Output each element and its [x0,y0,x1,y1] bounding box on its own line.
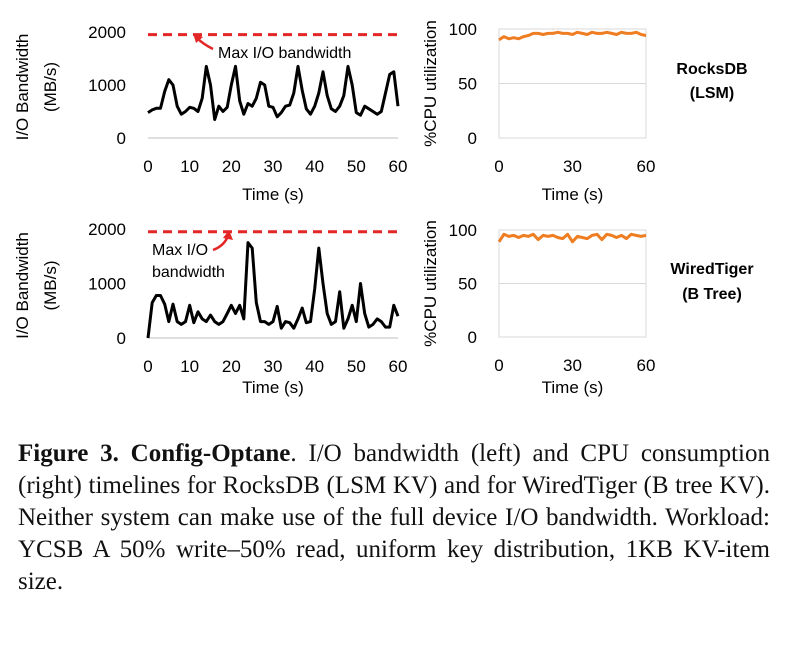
wiredtiger-cpu-chart: 0 50 100 0 30 60 Time (s) %CPU utilization [421,220,655,397]
y-axis-title-units: (MB/s) [41,260,60,310]
x-tick-label: 50 [347,157,366,176]
x-tick-label: 40 [305,357,324,376]
rocksdb-name-label: RocksDB [676,61,747,78]
x-axis-title: Time (s) [542,378,604,397]
x-tick-label: 30 [264,157,283,176]
max-bandwidth-annotation: Max I/O bandwidth [218,45,351,62]
y-tick-label: 50 [458,275,477,294]
x-tick-label: 20 [222,357,241,376]
wiredtiger-io-chart: 0 1000 2000 0 10 20 30 40 50 60 Time (s) I/O Bandwi… [13,220,407,397]
y-tick-label: 2000 [88,23,126,42]
y-tick-label: 0 [468,129,477,148]
plot-area-border [498,229,647,338]
x-tick-label: 20 [222,157,241,176]
y-axis-title: %CPU utilization [421,20,440,147]
y-axis-title: %CPU utilization [421,220,440,347]
x-tick-label: 10 [180,357,199,376]
rocksdb-io-chart: 0 1000 2000 0 10 20 30 40 50 60 Time (s) I/O Bandwi… [13,23,407,204]
x-tick-label: 10 [180,157,199,176]
y-tick-label: 50 [458,75,477,94]
y-tick-label: 100 [449,20,477,39]
x-tick-label: 0 [494,356,503,375]
wiredtiger-type-label: (B Tree) [682,286,742,303]
x-tick-label: 60 [637,157,656,176]
y-axis-title: I/O Bandwidth [13,232,32,339]
max-bandwidth-annotation: Max I/O [152,242,208,259]
figure-caption: Figure 3. Config-Optane. I/O bandwidth (… [18,438,770,598]
x-axis-title: Time (s) [542,185,604,204]
y-tick-label: 1000 [88,275,126,294]
annotation-arrowhead [223,230,233,240]
x-axis-title: Time (s) [242,378,304,397]
y-tick-label: 2000 [88,220,126,239]
x-tick-label: 60 [389,357,408,376]
x-tick-label: 0 [143,357,152,376]
x-axis-title: Time (s) [242,185,304,204]
y-tick-label: 1000 [88,76,126,95]
x-tick-label: 60 [637,356,656,375]
x-tick-label: 30 [264,357,283,376]
annotation-arrowhead [193,33,203,43]
x-tick-label: 30 [563,157,582,176]
x-tick-label: 50 [347,357,366,376]
max-bandwidth-annotation: bandwidth [152,264,225,281]
x-tick-label: 40 [305,157,324,176]
y-tick-label: 100 [449,221,477,240]
cpu-utilization-series [498,30,647,42]
x-tick-label: 60 [389,157,408,176]
io-bandwidth-series [147,64,400,121]
y-tick-label: 0 [117,129,126,148]
y-tick-label: 0 [117,329,126,348]
rocksdb-cpu-chart: 0 50 100 0 30 60 Time (s) %CPU utilization [421,20,655,204]
rocksdb-type-label: (LSM) [690,85,734,102]
y-tick-label: 0 [468,328,477,347]
plot-area-border [498,28,647,139]
x-tick-label: 0 [143,157,152,176]
y-axis-title-units: (MB/s) [41,62,60,112]
cpu-utilization-series [497,232,647,244]
y-axis-title: I/O Bandwidth [13,34,32,141]
io-bandwidth-series [146,241,400,339]
wiredtiger-name-label: WiredTiger [670,261,753,278]
caption-lead: Figure 3. Config-Optane [18,440,291,467]
x-tick-label: 30 [563,356,582,375]
x-tick-label: 0 [494,157,503,176]
caption-body: . I/O bandwidth (left) and CPU consumpti… [18,440,770,595]
